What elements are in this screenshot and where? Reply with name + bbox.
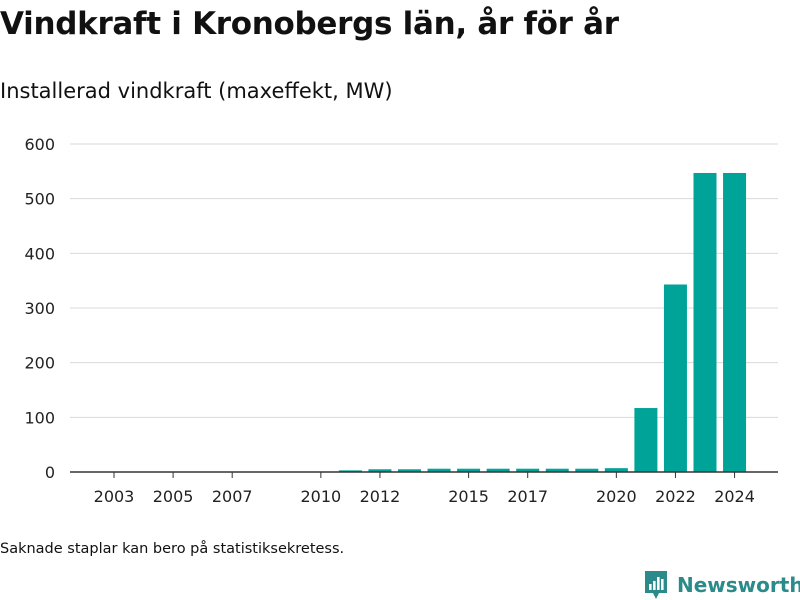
x-tick-label: 2015 xyxy=(448,487,489,506)
bar xyxy=(398,469,421,472)
brand-name: Newsworthy xyxy=(677,573,800,597)
footnote: Saknade staplar kan bero på statistiksek… xyxy=(0,541,345,557)
newsworthy-logo-icon xyxy=(645,571,667,599)
bar xyxy=(604,468,628,472)
x-axis-ticks: 2003 2005 2007 2010 2012 2015 2017 2020 2022 2024 xyxy=(94,472,755,506)
bar xyxy=(693,172,717,472)
bar xyxy=(457,468,481,472)
brand-logo[interactable]: Newsworthy xyxy=(644,570,800,600)
chart-title: Vindkraft i Kronobergs län, år för år xyxy=(0,6,619,42)
bar xyxy=(634,408,658,472)
chart-subtitle: Installerad vindkraft (maxeffekt, MW) xyxy=(0,79,393,103)
x-tick-label: 2017 xyxy=(507,487,548,506)
y-tick-label: 600 xyxy=(24,135,55,154)
x-tick-label: 2024 xyxy=(714,487,755,506)
x-tick-label: 2010 xyxy=(300,487,341,506)
y-tick-label: 400 xyxy=(24,244,55,263)
bar xyxy=(545,468,569,472)
y-tick-label: 500 xyxy=(24,190,55,209)
x-tick-label: 2022 xyxy=(655,487,696,506)
x-tick-label: 2012 xyxy=(360,487,401,506)
bar xyxy=(723,172,747,472)
y-axis-ticks: 0 100 200 300 400 500 600 xyxy=(24,135,55,482)
y-tick-label: 100 xyxy=(24,408,55,427)
x-tick-label: 2003 xyxy=(94,487,135,506)
x-tick-label: 2020 xyxy=(596,487,637,506)
bar xyxy=(338,470,362,472)
y-tick-label: 200 xyxy=(24,354,55,373)
bar xyxy=(663,284,687,472)
gridlines xyxy=(70,143,778,418)
y-tick-label: 0 xyxy=(45,463,55,482)
bar xyxy=(575,468,599,472)
x-tick-label: 2005 xyxy=(153,487,194,506)
bar xyxy=(368,469,392,472)
bar xyxy=(427,468,451,472)
bar xyxy=(486,468,510,472)
bar xyxy=(516,468,540,472)
bars xyxy=(338,172,747,472)
x-tick-label: 2007 xyxy=(212,487,253,506)
y-tick-label: 300 xyxy=(24,299,55,318)
